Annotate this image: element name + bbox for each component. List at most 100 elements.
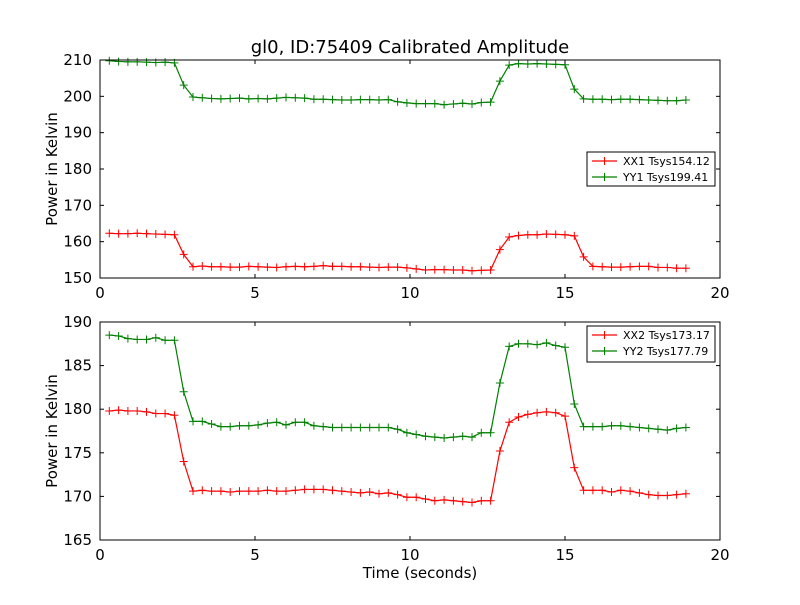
data-point xyxy=(226,94,235,103)
data-point xyxy=(347,262,356,271)
data-point xyxy=(570,399,579,408)
data-point xyxy=(319,95,328,104)
data-point xyxy=(551,230,560,239)
data-point xyxy=(356,423,365,432)
data-point xyxy=(170,230,179,239)
data-point xyxy=(505,418,514,427)
data-point xyxy=(495,245,504,254)
data-point xyxy=(207,94,216,103)
data-point xyxy=(375,263,383,272)
data-point xyxy=(616,263,625,272)
data-point xyxy=(123,406,132,415)
data-point xyxy=(514,339,523,348)
data-point xyxy=(179,387,188,396)
data-point xyxy=(421,99,430,108)
data-point xyxy=(263,94,272,103)
data-point xyxy=(356,262,365,271)
y-tick-label: 165 xyxy=(63,531,92,549)
data-point xyxy=(189,93,197,102)
data-point xyxy=(588,262,597,271)
data-point xyxy=(542,230,551,239)
y-axis-label: Power in Kelvin xyxy=(43,112,61,226)
data-point xyxy=(570,231,579,240)
data-point xyxy=(412,264,421,273)
data-point xyxy=(291,262,300,271)
data-point xyxy=(365,263,374,272)
data-point xyxy=(681,423,690,432)
data-point xyxy=(598,262,607,271)
y-tick-label: 180 xyxy=(63,160,92,178)
data-point xyxy=(598,95,607,104)
data-point xyxy=(654,491,662,500)
data-point xyxy=(533,59,542,68)
data-point xyxy=(319,422,328,431)
x-tick-label: 0 xyxy=(95,546,105,564)
y-tick-label: 185 xyxy=(63,357,92,375)
data-point xyxy=(486,496,495,505)
data-point xyxy=(309,485,318,494)
data-point xyxy=(644,490,653,499)
data-point xyxy=(644,262,653,271)
data-point xyxy=(105,331,114,340)
y-tick-label: 150 xyxy=(63,269,92,287)
data-point xyxy=(449,99,458,108)
data-point xyxy=(458,432,467,441)
data-point xyxy=(347,488,356,497)
data-point xyxy=(235,94,244,103)
data-point xyxy=(421,495,430,504)
legend-marker xyxy=(600,347,609,355)
data-point xyxy=(235,487,244,496)
data-point xyxy=(142,335,151,344)
data-point xyxy=(272,418,281,427)
data-point xyxy=(226,488,235,497)
data-point xyxy=(356,95,365,104)
x-tick-label: 5 xyxy=(250,284,260,302)
data-point xyxy=(402,428,411,437)
data-point xyxy=(551,341,560,350)
y-axis-label: Power in Kelvin xyxy=(43,374,61,488)
data-point xyxy=(365,488,374,497)
data-point xyxy=(440,265,449,274)
data-point xyxy=(319,485,328,494)
data-point xyxy=(384,423,393,432)
data-point xyxy=(663,491,672,500)
data-point xyxy=(114,57,123,66)
data-point xyxy=(477,266,486,275)
data-point xyxy=(179,81,188,90)
data-point xyxy=(300,94,309,103)
data-point xyxy=(468,99,476,108)
data-point xyxy=(133,229,142,238)
data-point xyxy=(533,408,542,417)
x-tick-label: 5 xyxy=(250,546,260,564)
subplot-2: 0 5 10 15 20 165 170 175 180 185 190 Power in Kelvi… xyxy=(43,313,730,582)
data-point xyxy=(681,264,690,273)
data-point xyxy=(468,266,476,275)
data-point xyxy=(254,487,263,496)
subplot-1: 0 5 10 15 20 150 160 170 180 190 200 210 Power in Ke… xyxy=(43,51,730,302)
data-point xyxy=(681,95,690,104)
data-point xyxy=(412,493,421,502)
data-point xyxy=(244,421,253,430)
data-point xyxy=(430,265,439,274)
data-point xyxy=(309,421,318,430)
data-point xyxy=(384,263,393,272)
data-point xyxy=(626,487,635,496)
data-point xyxy=(254,94,263,103)
data-point xyxy=(412,430,421,439)
data-point xyxy=(142,407,151,416)
data-point xyxy=(123,57,132,66)
data-point xyxy=(291,93,300,102)
data-point xyxy=(440,433,449,442)
data-point xyxy=(272,94,281,103)
data-point xyxy=(133,406,142,415)
y-tick-label: 160 xyxy=(63,233,92,251)
data-point xyxy=(505,232,514,241)
data-point xyxy=(412,99,421,108)
y-tick-label: 170 xyxy=(63,487,92,505)
data-point xyxy=(393,425,402,434)
legend-marker xyxy=(600,173,609,181)
data-point xyxy=(542,338,551,347)
legend-box xyxy=(586,151,716,187)
data-point xyxy=(384,95,393,104)
